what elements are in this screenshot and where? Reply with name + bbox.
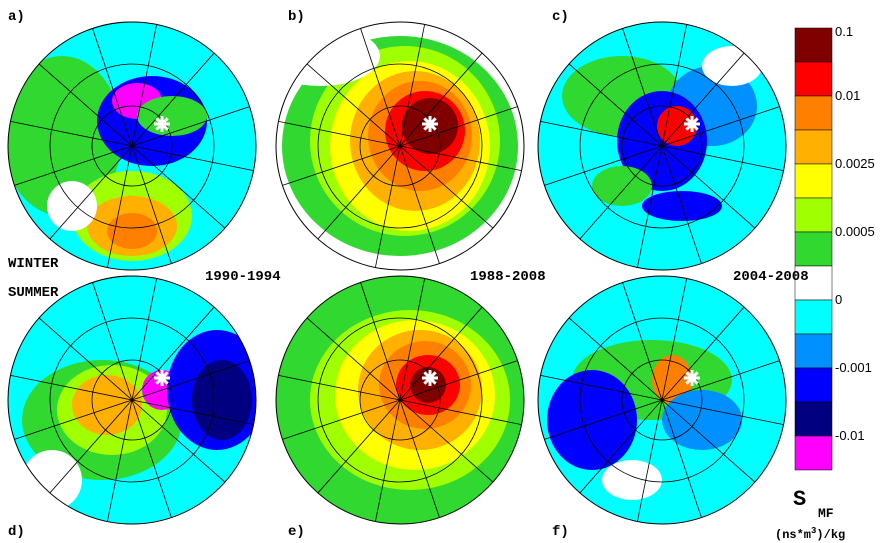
colorbar-band — [795, 130, 832, 164]
period-label: 1990-1994 — [205, 269, 281, 285]
season-label: SUMMER — [8, 285, 59, 301]
polar-map — [538, 276, 786, 524]
period-label: 2004-2008 — [733, 269, 809, 285]
panel-label: d) — [8, 524, 25, 540]
colorbar-band — [795, 436, 832, 470]
panel-label: b) — [288, 9, 305, 25]
colorbar-band — [795, 368, 832, 402]
field-region — [602, 460, 662, 500]
panel-label: f) — [552, 524, 569, 540]
colorbar: 0.1 0.01 0.0025 0.0005 0 -0.001 -0.01 — [795, 24, 875, 470]
panel-label: a) — [8, 9, 25, 25]
colorbar-units: (ns*m3)/kg — [775, 526, 845, 542]
units-text: )/kg — [816, 528, 845, 542]
figure: 0.1 0.01 0.0025 0.0005 0 -0.001 -0.01 a) b) c)… — [0, 0, 891, 543]
colorbar-tick-label: 0.0005 — [835, 224, 875, 239]
field-region — [547, 370, 637, 470]
panel-label: c) — [552, 9, 569, 25]
season-label: WINTER — [8, 256, 59, 272]
field-region — [72, 375, 142, 435]
field-region — [22, 450, 82, 510]
field-region — [192, 360, 252, 440]
field-region — [47, 181, 97, 231]
maps — [2, 22, 786, 524]
field-region — [137, 96, 207, 136]
colorbar-tick-label: 0 — [835, 292, 842, 307]
colorbar-band — [795, 62, 832, 96]
polar-map — [8, 276, 267, 524]
colorbar-band — [795, 402, 832, 436]
field-region — [260, 26, 380, 86]
polar-map — [276, 276, 524, 524]
polar-map — [260, 22, 524, 270]
colorbar-tick-label: 0.1 — [835, 24, 853, 39]
colorbar-tick-label: -0.01 — [835, 428, 865, 443]
units-text: (ns*m — [775, 528, 811, 542]
colorbar-band — [795, 164, 832, 198]
period-label: 1988-2008 — [470, 269, 546, 285]
colorbar-subscript: MF — [818, 506, 834, 521]
colorbar-band — [795, 96, 832, 130]
polar-map — [538, 22, 786, 270]
colorbar-band — [795, 334, 832, 368]
polar-map — [2, 22, 256, 270]
colorbar-band — [795, 300, 832, 334]
field-region — [410, 367, 446, 403]
colorbar-band — [795, 198, 832, 232]
field-region — [592, 166, 652, 206]
colorbar-band — [795, 232, 832, 266]
colorbar-tick-label: 0.0025 — [835, 156, 875, 171]
panel-label: e) — [288, 524, 305, 540]
colorbar-tick-label: 0.01 — [835, 88, 860, 103]
colorbar-band — [795, 28, 832, 62]
colorbar-symbol: S — [793, 487, 806, 512]
colorbar-tick-label: -0.001 — [835, 360, 872, 375]
